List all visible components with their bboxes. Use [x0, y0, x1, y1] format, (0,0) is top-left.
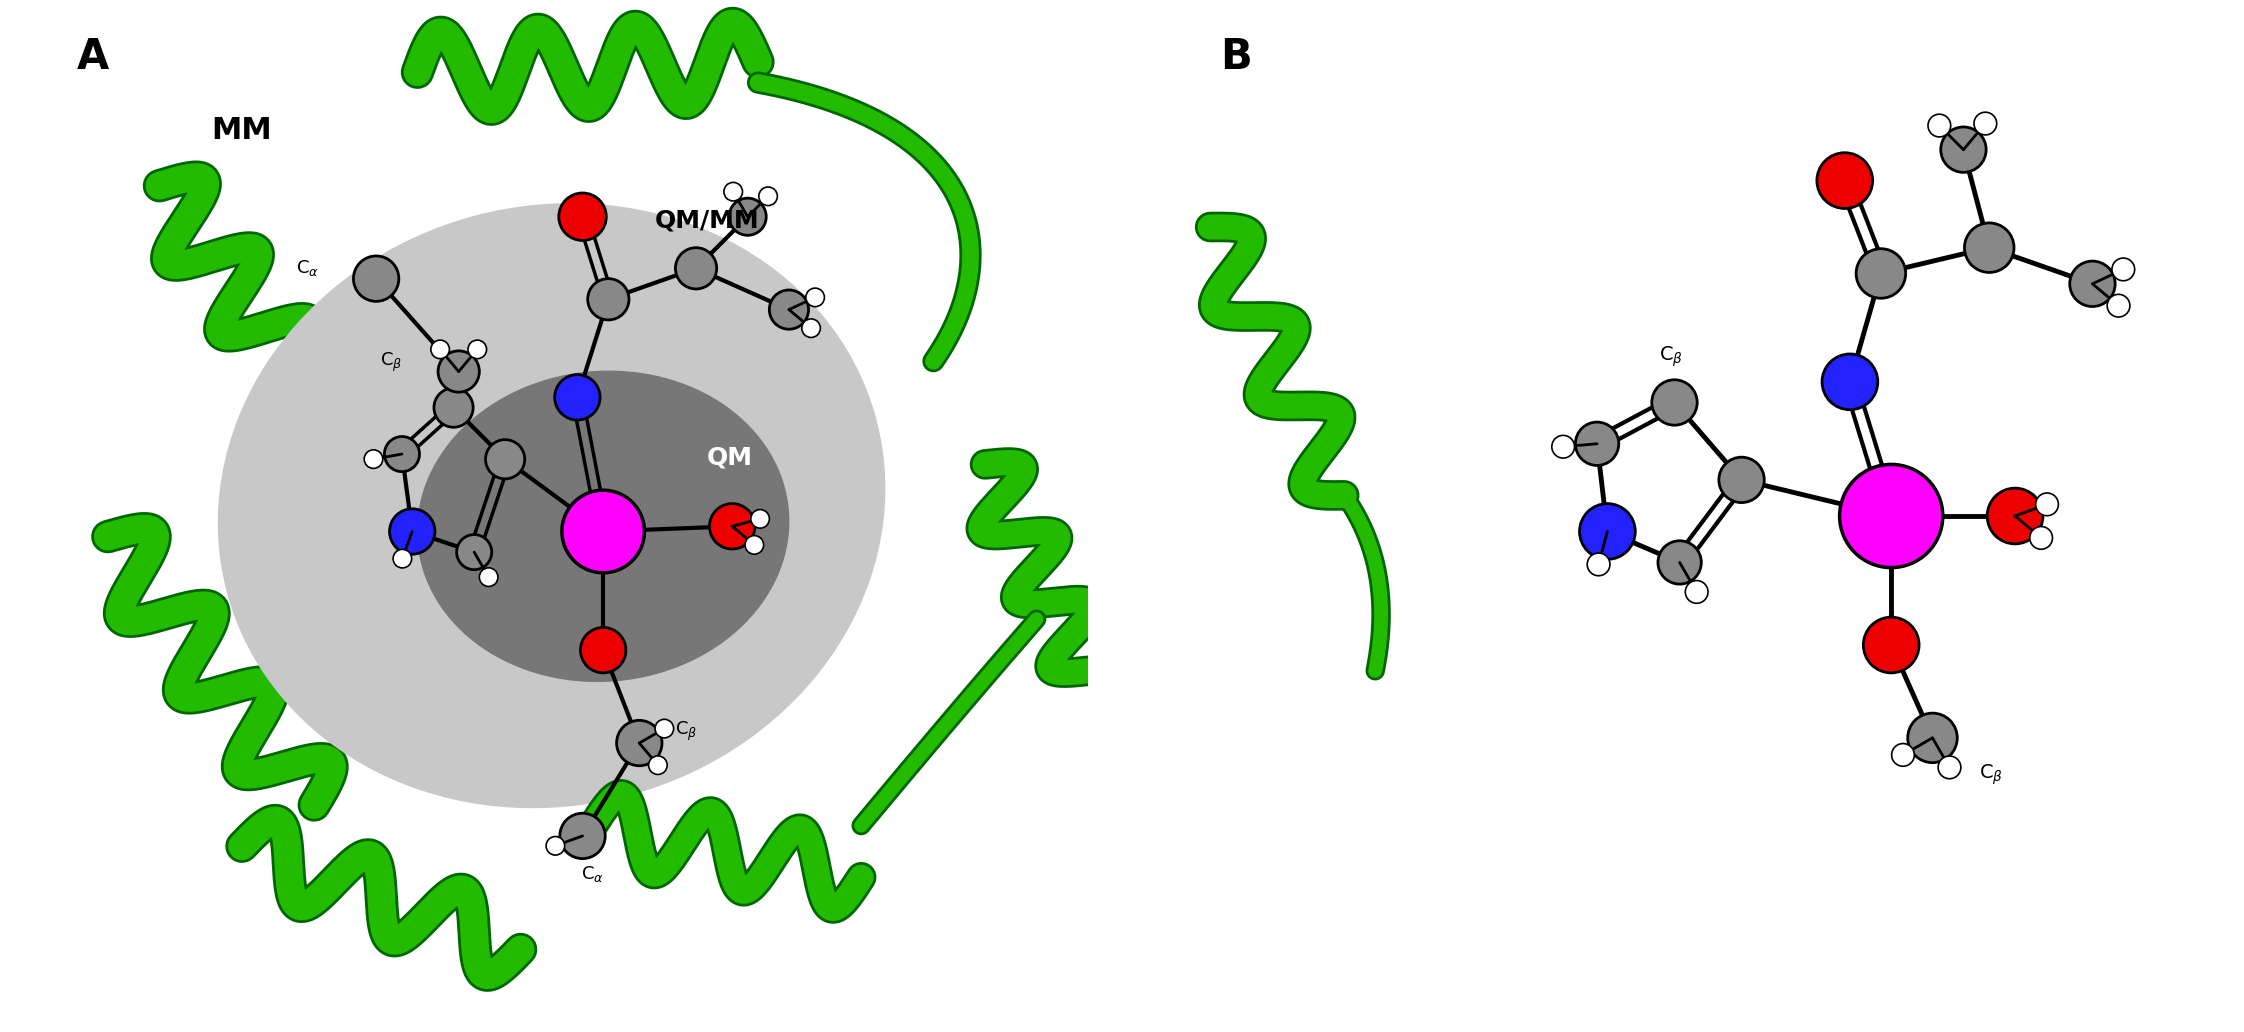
Circle shape	[1988, 488, 2042, 544]
Circle shape	[480, 568, 498, 586]
Circle shape	[801, 319, 821, 337]
Circle shape	[1964, 223, 2015, 272]
Circle shape	[588, 279, 628, 320]
Circle shape	[1840, 464, 1943, 568]
Circle shape	[770, 290, 808, 329]
Circle shape	[456, 535, 491, 570]
Text: C$_\beta$: C$_\beta$	[379, 351, 402, 375]
Text: QM/MM: QM/MM	[655, 208, 758, 232]
Circle shape	[545, 837, 565, 856]
Circle shape	[554, 375, 599, 420]
Circle shape	[1818, 153, 1874, 208]
Circle shape	[1822, 354, 1878, 410]
Text: C$_\beta$: C$_\beta$	[1979, 763, 2004, 787]
Circle shape	[384, 437, 420, 472]
Circle shape	[390, 509, 435, 554]
Text: C$_\alpha$: C$_\alpha$	[581, 864, 604, 884]
Text: QM: QM	[707, 446, 752, 470]
Circle shape	[433, 388, 473, 427]
Circle shape	[438, 351, 480, 392]
Circle shape	[758, 187, 776, 205]
Circle shape	[617, 720, 662, 766]
Circle shape	[1553, 436, 1575, 458]
Circle shape	[1856, 249, 1905, 298]
Circle shape	[1892, 743, 1914, 766]
Text: C$_\beta$: C$_\beta$	[675, 719, 698, 743]
Ellipse shape	[417, 372, 788, 681]
Circle shape	[675, 248, 716, 289]
Text: C$_\beta$: C$_\beta$	[1658, 345, 1683, 369]
Circle shape	[806, 288, 824, 307]
Circle shape	[729, 198, 765, 235]
Circle shape	[1975, 112, 1997, 135]
Circle shape	[561, 490, 644, 573]
Circle shape	[559, 193, 606, 240]
Text: B: B	[1221, 36, 1252, 78]
Circle shape	[2107, 294, 2130, 317]
Circle shape	[725, 183, 743, 201]
Circle shape	[1685, 581, 1708, 604]
Circle shape	[649, 755, 666, 774]
Circle shape	[393, 549, 411, 568]
Circle shape	[752, 510, 770, 528]
Circle shape	[1719, 457, 1764, 503]
Circle shape	[355, 256, 399, 301]
Ellipse shape	[218, 204, 884, 807]
Circle shape	[469, 341, 487, 359]
Circle shape	[485, 440, 525, 479]
Circle shape	[364, 450, 384, 469]
Circle shape	[2035, 493, 2058, 516]
Circle shape	[1587, 553, 1609, 576]
Circle shape	[1941, 127, 1986, 172]
Circle shape	[559, 813, 606, 859]
Circle shape	[655, 719, 673, 738]
Text: C$_\alpha$: C$_\alpha$	[296, 258, 319, 279]
Text: MM: MM	[211, 117, 272, 146]
Circle shape	[709, 504, 754, 549]
Circle shape	[2031, 526, 2053, 549]
Circle shape	[1939, 756, 1961, 779]
Circle shape	[1580, 504, 1636, 559]
Circle shape	[745, 536, 763, 554]
Text: A: A	[76, 36, 110, 78]
Circle shape	[2069, 261, 2116, 307]
Circle shape	[431, 341, 449, 359]
Circle shape	[1863, 617, 1919, 673]
Circle shape	[2112, 258, 2134, 281]
Circle shape	[581, 627, 626, 673]
Circle shape	[1658, 541, 1701, 584]
Circle shape	[1907, 713, 1957, 763]
Circle shape	[1652, 380, 1696, 425]
Circle shape	[1928, 115, 1950, 137]
Circle shape	[1575, 422, 1618, 465]
